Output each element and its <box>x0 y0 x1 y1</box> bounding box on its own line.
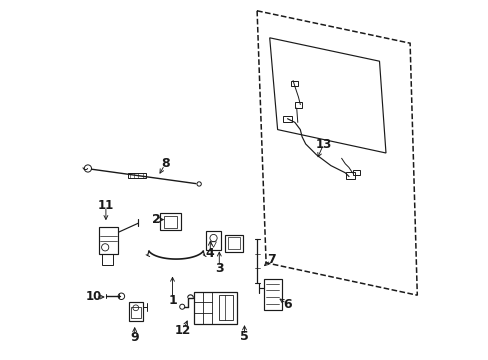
Text: 11: 11 <box>98 199 114 212</box>
Bar <box>130 307 141 318</box>
Bar <box>163 216 177 228</box>
Bar <box>128 173 145 178</box>
Bar <box>225 235 242 252</box>
Bar <box>160 213 181 230</box>
Text: 5: 5 <box>240 330 248 343</box>
Text: 9: 9 <box>130 331 139 344</box>
Text: 2: 2 <box>152 213 161 226</box>
Bar <box>294 102 302 108</box>
Bar <box>346 172 354 179</box>
Bar <box>219 295 232 320</box>
Bar <box>194 292 237 324</box>
Bar <box>227 237 240 249</box>
Text: 10: 10 <box>86 291 102 303</box>
Text: 4: 4 <box>205 247 214 260</box>
Bar <box>291 81 298 86</box>
Bar <box>283 116 292 122</box>
Text: 1: 1 <box>168 294 177 307</box>
Bar <box>352 170 360 175</box>
Bar <box>102 254 113 265</box>
Text: 8: 8 <box>161 157 169 170</box>
Text: 3: 3 <box>215 262 223 275</box>
Bar <box>205 231 221 250</box>
Text: 6: 6 <box>283 298 291 311</box>
Text: 12: 12 <box>175 324 191 337</box>
Bar <box>128 302 142 321</box>
Text: 7: 7 <box>266 253 275 266</box>
Text: 13: 13 <box>315 138 331 150</box>
Bar <box>264 279 281 310</box>
Bar <box>99 227 118 254</box>
